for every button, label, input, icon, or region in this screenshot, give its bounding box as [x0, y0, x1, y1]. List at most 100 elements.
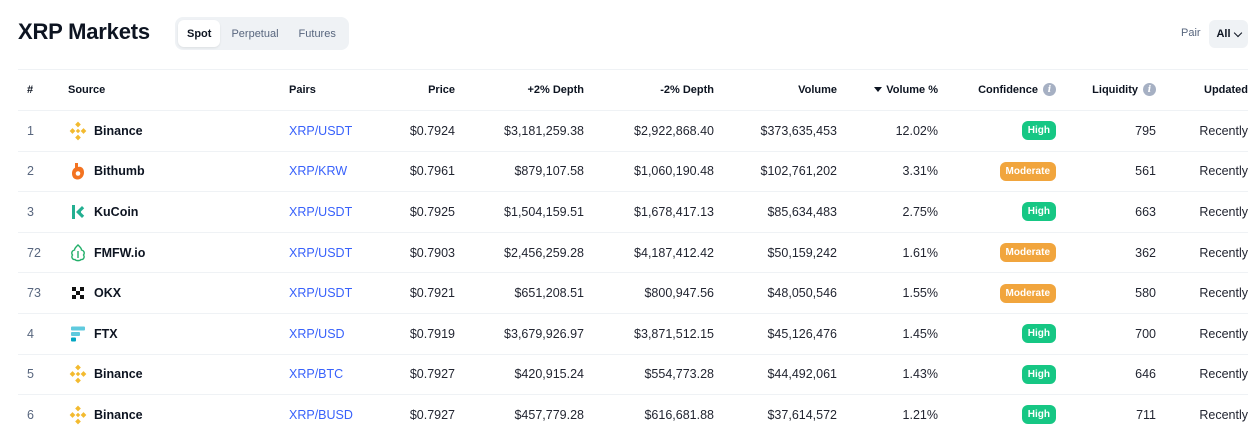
exchange-name: KuCoin	[94, 204, 139, 219]
exchange-name: Binance	[94, 407, 143, 422]
plus-depth-cell: $2,456,259.28	[504, 245, 584, 260]
source-cell[interactable]: OKX	[68, 273, 278, 313]
sort-desc-icon	[874, 87, 883, 92]
updated-cell: Recently	[1199, 326, 1248, 341]
pair-link[interactable]: XRP/USDT	[289, 245, 353, 260]
confidence-cell: High	[958, 192, 1056, 232]
volume-pct-cell: 1.55%	[902, 286, 938, 301]
price-cell: $0.7961	[409, 164, 455, 179]
exchange-name: Bithumb	[94, 164, 145, 179]
source-cell[interactable]: Binance	[68, 395, 278, 435]
table-row[interactable]: 1 Binance XRP/USDT $0.7924 $3,181,259.38 $2,9…	[18, 111, 1248, 152]
rank-cell: 2	[27, 164, 34, 179]
minus-depth-cell: $1,060,190.48	[634, 164, 714, 179]
table-top-divider	[18, 69, 1248, 70]
table-row[interactable]: 5 Binance XRP/BTC $0.7927 $420,915.24 $554,77…	[18, 355, 1248, 396]
price-cell: $0.7921	[409, 286, 455, 301]
plus-depth-cell: $651,208.51	[514, 286, 584, 301]
rank-cell: 4	[27, 326, 34, 341]
table-row[interactable]: 2 Bithumb XRP/KRW $0.7961 $879,107.58 $1,060,…	[18, 152, 1248, 193]
header-volume[interactable]: Volume	[798, 83, 837, 96]
price-cell: $0.7919	[409, 326, 455, 341]
table-row[interactable]: 6 Binance XRP/BUSD $0.7927 $457,779.28 $616,6…	[18, 395, 1248, 435]
minus-depth-cell: $1,678,417.13	[634, 204, 714, 219]
pair-link[interactable]: XRP/BTC	[289, 367, 344, 382]
market-type-tabs: Spot Perpetual Futures	[175, 17, 349, 50]
exchange-name: FTX	[94, 326, 118, 341]
volume-pct-cell: 1.61%	[902, 245, 938, 260]
price-cell: $0.7925	[409, 204, 455, 219]
info-icon[interactable]: i	[1043, 83, 1056, 96]
header-plus-depth[interactable]: +2% Depth	[527, 83, 584, 96]
updated-cell: Recently	[1199, 407, 1248, 422]
minus-depth-cell: $3,871,512.15	[634, 326, 714, 341]
rank-cell: 3	[27, 204, 34, 219]
pair-link[interactable]: XRP/KRW	[289, 164, 348, 179]
tab-spot[interactable]: Spot	[178, 20, 221, 47]
table-row[interactable]: 4 FTX XRP/USD $0.7919 $3,679,926.97 $3,871,51…	[18, 314, 1248, 355]
confidence-cell: High	[958, 355, 1056, 395]
pair-link[interactable]: XRP/USD	[289, 326, 345, 341]
price-cell: $0.7927	[409, 407, 455, 422]
bithumb-icon	[68, 161, 88, 181]
source-cell[interactable]: Binance	[68, 111, 278, 151]
confidence-badge: High	[1021, 405, 1056, 425]
updated-cell: Recently	[1199, 123, 1248, 138]
table-row[interactable]: 72 FMFW.io XRP/USDT $0.7903 $2,456,259.28 $4,…	[18, 233, 1248, 274]
header-volume-pct-label: Volume %	[886, 83, 938, 96]
binance-icon	[68, 405, 88, 425]
minus-depth-cell: $616,681.88	[644, 407, 714, 422]
pair-link[interactable]: XRP/USDT	[289, 286, 353, 301]
pair-filter-dropdown[interactable]: All	[1209, 20, 1248, 48]
confidence-cell: High	[958, 314, 1056, 354]
pair-link[interactable]: XRP/USDT	[289, 123, 353, 138]
updated-cell: Recently	[1199, 164, 1248, 179]
liquidity-cell: 580	[1135, 286, 1156, 301]
exchange-name: Binance	[94, 123, 143, 138]
header-pairs[interactable]: Pairs	[289, 83, 316, 96]
volume-cell: $373,635,453	[760, 123, 837, 138]
pair-link[interactable]: XRP/USDT	[289, 204, 353, 219]
volume-pct-cell: 2.75%	[902, 204, 938, 219]
source-cell[interactable]: Bithumb	[68, 152, 278, 192]
header-updated[interactable]: Updated	[1204, 83, 1248, 96]
volume-pct-cell: 3.31%	[902, 164, 938, 179]
table-row[interactable]: 73 OKX XRP/USDT $0.7921 $651,208.51 $800,947.…	[18, 273, 1248, 314]
plus-depth-cell: $1,504,159.51	[504, 204, 584, 219]
volume-pct-cell: 12.02%	[895, 123, 938, 138]
confidence-badge: Moderate	[999, 243, 1056, 263]
header-price[interactable]: Price	[428, 83, 455, 96]
volume-cell: $37,614,572	[767, 407, 837, 422]
confidence-cell: High	[958, 395, 1056, 435]
volume-cell: $85,634,483	[767, 204, 837, 219]
header-rank[interactable]: #	[27, 83, 34, 96]
liquidity-cell: 646	[1135, 367, 1156, 382]
header-volume-pct[interactable]: Volume %	[848, 69, 938, 110]
confidence-cell: High	[958, 111, 1056, 151]
pair-filter-value: All	[1216, 28, 1231, 40]
header-source[interactable]: Source	[68, 83, 106, 96]
table-row[interactable]: 3 KuCoin XRP/USDT $0.7925 $1,504,159.51 $1,67…	[18, 192, 1248, 233]
confidence-badge: Moderate	[999, 283, 1056, 303]
plus-depth-cell: $457,779.28	[514, 407, 584, 422]
header-minus-depth[interactable]: -2% Depth	[660, 83, 714, 96]
source-cell[interactable]: KuCoin	[68, 192, 278, 232]
liquidity-cell: 561	[1135, 164, 1156, 179]
header-confidence-label: Confidence	[978, 83, 1038, 96]
pair-filter-label: Pair	[1181, 27, 1201, 39]
exchange-name: Binance	[94, 367, 143, 382]
source-cell[interactable]: Binance	[68, 355, 278, 395]
header-confidence[interactable]: Confidence i	[958, 69, 1056, 110]
source-cell[interactable]: FTX	[68, 314, 278, 354]
header-liquidity[interactable]: Liquidity i	[1068, 69, 1156, 110]
volume-cell: $102,761,202	[760, 164, 837, 179]
confidence-cell: Moderate	[958, 273, 1056, 313]
source-cell[interactable]: FMFW.io	[68, 233, 278, 273]
liquidity-cell: 362	[1135, 245, 1156, 260]
tab-perpetual[interactable]: Perpetual	[231, 27, 279, 40]
tab-futures[interactable]: Futures	[298, 27, 336, 40]
pair-link[interactable]: XRP/BUSD	[289, 407, 353, 422]
info-icon[interactable]: i	[1143, 83, 1156, 96]
updated-cell: Recently	[1199, 245, 1248, 260]
confidence-badge: High	[1021, 121, 1056, 141]
